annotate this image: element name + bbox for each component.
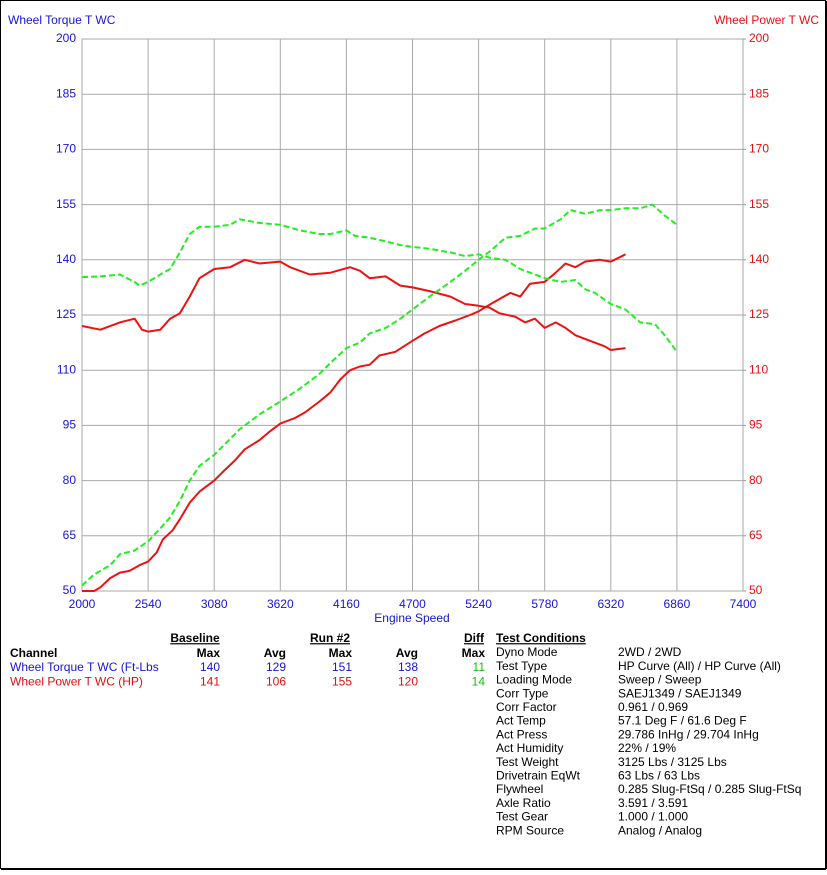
y-tick-label: 65 <box>63 528 77 542</box>
condition-value: HP Curve (All) / HP Curve (All) <box>618 659 781 673</box>
table-cell: 129 <box>266 660 286 674</box>
condition-label: Axle Ratio <box>496 796 551 810</box>
column-header: Channel <box>10 646 57 660</box>
y2-tick-label: 95 <box>749 418 763 432</box>
y2-tick-label: 200 <box>749 31 769 45</box>
x-tick-label: 3080 <box>201 597 228 611</box>
y2-tick-label: 50 <box>749 583 763 597</box>
condition-label: Act Temp <box>496 714 546 728</box>
series-line <box>81 203 678 587</box>
condition-label: Corr Type <box>496 686 549 700</box>
y2-tick-label: 110 <box>749 362 768 376</box>
group-header: Run #2 <box>310 631 350 645</box>
x-tick-label: 5780 <box>531 597 558 611</box>
y-tick-label: 200 <box>56 31 76 45</box>
series-line <box>81 258 626 351</box>
condition-label: Act Press <box>496 727 547 741</box>
condition-value: SAEJ1349 / SAEJ1349 <box>618 686 742 700</box>
y2-tick-label: 65 <box>749 528 763 542</box>
y2-tick-label: 80 <box>749 473 763 487</box>
series-line <box>82 253 626 592</box>
condition-value: 0.285 Slug-FtSq / 0.285 Slug-FtSq <box>618 782 801 796</box>
condition-label: Loading Mode <box>496 673 572 687</box>
column-header: Max <box>462 646 486 660</box>
condition-value: 29.786 InHg / 29.704 InHg <box>618 727 759 741</box>
y-tick-label: 50 <box>63 583 77 597</box>
x-tick-label: 2000 <box>69 597 96 611</box>
y-tick-label: 185 <box>56 86 76 100</box>
group-header: Baseline <box>170 631 220 645</box>
condition-value: 2WD / 2WD <box>618 645 682 659</box>
x-axis-title: Engine Speed <box>374 611 449 625</box>
group-header: Diff <box>464 631 485 645</box>
table-cell: 151 <box>332 660 352 674</box>
x-tick-label: 5240 <box>465 597 492 611</box>
x-tick-label: 4700 <box>399 597 426 611</box>
x-tick-label: 7400 <box>730 597 757 611</box>
y-axis-title: Wheel Torque T WC <box>8 13 116 27</box>
condition-label: Act Humidity <box>496 741 563 755</box>
condition-value: Sweep / Sweep <box>618 673 702 687</box>
x-tick-label: 2540 <box>135 597 162 611</box>
y-tick-label: 125 <box>56 307 76 321</box>
y-tick-label: 140 <box>56 252 76 266</box>
condition-label: Test Type <box>496 659 547 673</box>
condition-label: Test Weight <box>496 755 559 769</box>
x-tick-label: 3620 <box>267 597 294 611</box>
table-cell: 140 <box>200 660 220 674</box>
condition-label: Drivetrain EqWt <box>496 768 581 782</box>
condition-label: Corr Factor <box>496 700 557 714</box>
condition-value: 3125 Lbs / 3125 Lbs <box>618 755 727 769</box>
table-cell: 11 <box>473 660 486 674</box>
y-tick-label: 110 <box>57 362 76 376</box>
x-tick-label: 6860 <box>664 597 691 611</box>
y-tick-label: 95 <box>63 418 77 432</box>
x-tick-label: 4160 <box>333 597 360 611</box>
condition-label: RPM Source <box>496 823 564 837</box>
column-header: Max <box>329 646 353 660</box>
table-cell: Wheel Torque T WC (Ft-Lbs <box>10 660 159 674</box>
table-cell: 155 <box>332 675 352 689</box>
y2-tick-label: 125 <box>749 307 769 321</box>
y2-tick-label: 140 <box>749 252 769 266</box>
condition-value: 63 Lbs / 63 Lbs <box>618 768 700 782</box>
y-tick-label: 80 <box>63 473 77 487</box>
table-cell: 106 <box>266 675 286 689</box>
table-cell: 120 <box>398 675 418 689</box>
condition-value: 0.961 / 0.969 <box>618 700 688 714</box>
condition-value: 57.1 Deg F / 61.6 Deg F <box>618 714 747 728</box>
conditions-title: Test Conditions <box>496 631 586 645</box>
y-tick-label: 155 <box>56 197 76 211</box>
column-header: Avg <box>396 646 418 660</box>
y2-tick-label: 155 <box>749 197 769 211</box>
condition-value: 22% / 19% <box>618 741 676 755</box>
y2-tick-label: 185 <box>749 86 769 100</box>
y-tick-label: 170 <box>56 142 76 156</box>
table-cell: Wheel Power T WC (HP) <box>10 675 143 689</box>
condition-label: Test Gear <box>496 810 548 824</box>
condition-value: 3.591 / 3.591 <box>618 796 688 810</box>
column-header: Max <box>197 646 221 660</box>
y2-tick-label: 170 <box>749 142 769 156</box>
condition-label: Dyno Mode <box>496 645 558 659</box>
table-cell: 141 <box>200 675 220 689</box>
x-tick-label: 6320 <box>597 597 624 611</box>
column-header: Avg <box>264 646 286 660</box>
condition-label: Flywheel <box>496 782 543 796</box>
condition-value: Analog / Analog <box>618 823 702 837</box>
table-cell: 138 <box>398 660 418 674</box>
y2-axis-title: Wheel Power T WC <box>714 13 819 27</box>
table-cell: 14 <box>472 675 486 689</box>
condition-value: 1.000 / 1.000 <box>618 810 688 824</box>
